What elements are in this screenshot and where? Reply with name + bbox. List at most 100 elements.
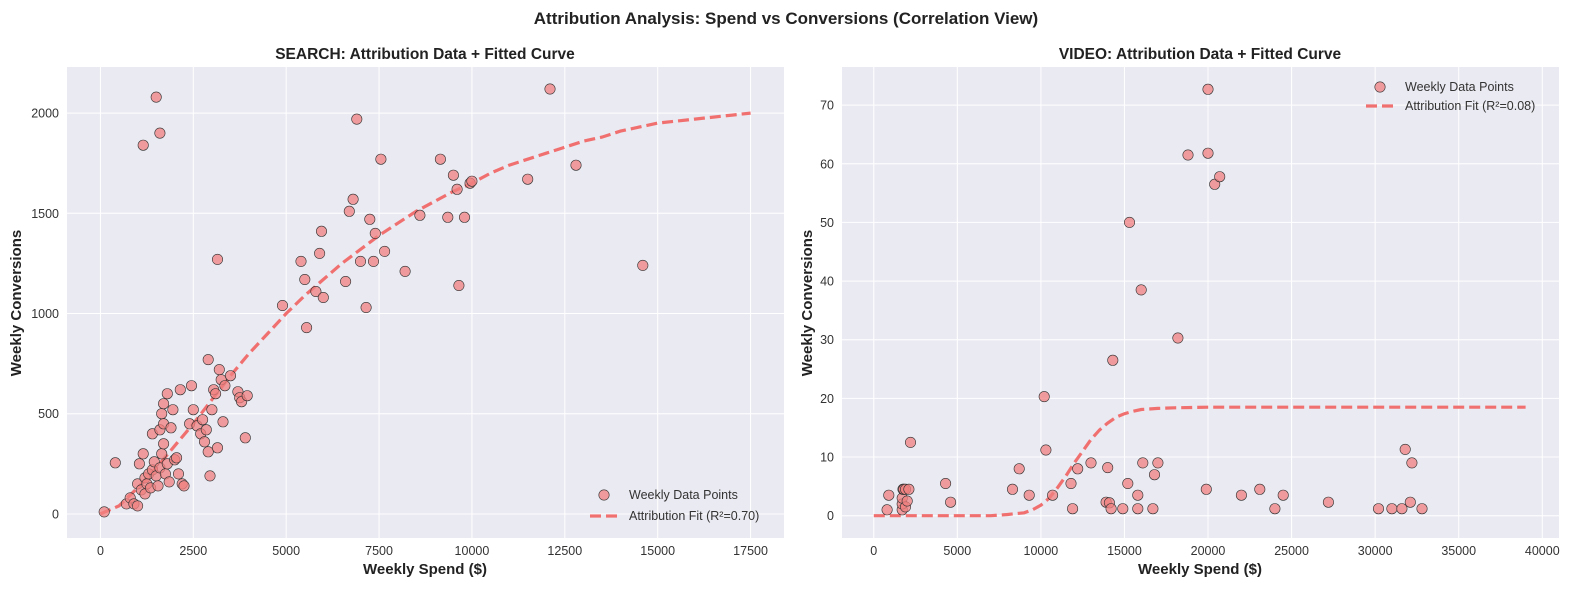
video-grid [842,67,1559,538]
video-y-tick-label: 50 [820,216,834,230]
search-x-tick-label: 17500 [733,544,768,558]
video-fit-curve [873,405,1526,518]
video-legend-marker-points [1374,81,1386,93]
search-y-axis-label: Weekly Conversions [8,230,25,376]
search-data-point [310,285,322,297]
search-data-point [152,480,164,492]
video-x-tick-label: 40000 [1525,544,1560,558]
video-data-point [1416,503,1428,515]
search-x-tick-label: 7500 [365,544,393,558]
video-y-tick-label: 10 [820,451,834,465]
search-data-point [154,127,166,139]
video-x-tick-label: 0 [870,544,877,558]
search-data-point [295,255,307,267]
video-data-point [904,436,916,448]
video-data-point [1023,489,1035,501]
search-y-tick-label: 1000 [31,307,59,321]
search-data-point [453,279,465,291]
search-data-point [314,247,326,259]
video-data-point [903,483,915,495]
video-data-point [1006,483,1018,495]
video-plot-area [842,67,1559,538]
search-data-point [317,291,329,303]
search-data-point [451,183,463,195]
search-data-point [347,193,359,205]
search-x-ticks: 0 2500 5000 7500 10000 12500 15000 17500 [97,544,768,558]
search-fit-line [99,111,751,516]
video-y-tick-label: 0 [827,509,834,523]
video-data-point [1152,457,1164,469]
video-y-tick-label: 60 [820,157,834,171]
search-data-point [434,153,446,165]
search-data-point [544,83,556,95]
search-data-point [156,448,168,460]
search-y-tick-label: 0 [52,507,59,521]
search-data-point [212,442,224,454]
search-data-point [466,175,478,187]
search-data-point [167,404,179,416]
video-data-point [1182,149,1194,161]
search-data-point [199,436,211,448]
search-data-point [360,301,372,313]
video-data-point [1147,503,1159,515]
search-panel: 0 2500 5000 7500 10000 12500 15000 17500 0 500 10… [8,46,784,578]
video-data-point [881,504,893,516]
search-data-point [161,388,173,400]
video-x-tick-label: 15000 [1107,544,1142,558]
video-data-point [1107,354,1119,366]
search-y-tick-label: 1500 [31,207,59,221]
search-data-point [132,500,144,512]
search-data-point [367,255,379,267]
video-data-point [901,495,913,507]
video-data-point [1065,477,1077,489]
video-data-point [1200,483,1212,495]
search-data-point [299,273,311,285]
search-data-point [98,506,110,518]
video-y-tick-label: 30 [820,333,834,347]
search-data-point [301,322,313,334]
video-data-point [1038,391,1050,403]
video-y-axis-label: Weekly Conversions [799,230,816,376]
search-data-point [375,153,387,165]
search-data-point [522,173,534,185]
search-data-point [570,159,582,171]
video-data-point [1209,178,1221,190]
video-data-point [945,496,957,508]
search-x-axis-label: Weekly Spend ($) [363,561,487,578]
video-data-point [1132,503,1144,515]
video-data-points [881,83,1428,516]
search-data-point [137,139,149,151]
video-data-point [1085,457,1097,469]
video-panel: 0 5000 10000 15000 20000 25000 30000 35000 40000… [799,46,1560,578]
video-y-tick-label: 40 [820,275,834,289]
video-x-tick-label: 20000 [1191,544,1226,558]
video-data-point [1105,503,1117,515]
search-x-tick-label: 0 [97,544,104,558]
search-data-point [173,468,185,480]
video-data-point [1202,147,1214,159]
video-x-ticks: 0 5000 10000 15000 20000 25000 30000 35000 40000 [870,544,1559,558]
search-data-point [137,448,149,460]
video-data-point [1122,477,1134,489]
video-x-tick-label: 30000 [1358,544,1393,558]
search-data-point [156,408,168,420]
search-legend-label-fit: Attribution Fit (R²=0.70) [629,509,759,523]
search-fit-curve [99,111,751,516]
video-x-tick-label: 5000 [943,544,971,558]
video-data-point [1404,496,1416,508]
search-data-point [163,476,175,488]
search-data-point [202,446,214,458]
video-legend-label-points: Weekly Data Points [1405,80,1514,94]
video-x-tick-label: 35000 [1441,544,1476,558]
search-data-point [217,416,229,428]
search-legend-label-points: Weekly Data Points [629,488,738,502]
video-data-point [1047,489,1059,501]
video-legend: Weekly Data Points Attribution Fit (R²=0… [1366,80,1535,113]
search-data-point [150,91,162,103]
video-data-point [1399,443,1411,455]
video-data-point [1202,83,1214,95]
search-data-point [202,354,214,366]
video-data-point [1040,444,1052,456]
video-data-point [1254,483,1266,495]
